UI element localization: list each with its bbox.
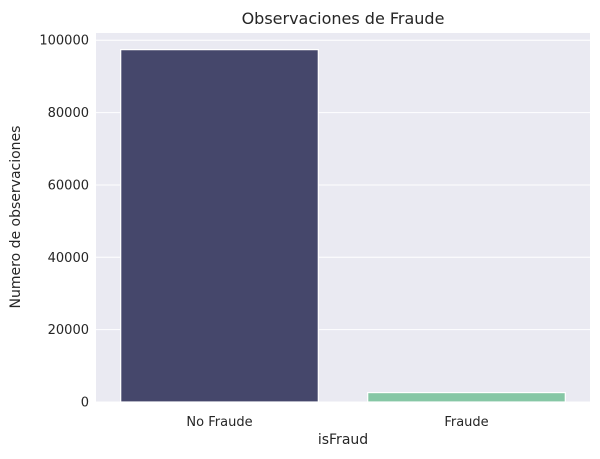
x-axis-label: isFraud	[318, 432, 368, 448]
x-tick-labels: No Fraude Fraude	[186, 415, 488, 430]
bar-no-fraude	[120, 49, 319, 403]
y-tick-label: 20000	[48, 323, 89, 338]
y-axis-label: Numero de observaciones	[8, 126, 24, 309]
x-tick-label: No Fraude	[186, 415, 252, 430]
bar-fraude	[367, 391, 566, 403]
y-tick-label: 100000	[39, 34, 89, 49]
y-tick-label: 0	[81, 396, 89, 411]
bars	[120, 49, 566, 403]
y-tick-label: 60000	[48, 178, 89, 193]
chart-title: Observaciones de Fraude	[242, 9, 445, 28]
y-tick-label: 40000	[48, 251, 89, 266]
y-tick-label: 80000	[48, 106, 89, 121]
x-tick-label: Fraude	[444, 415, 488, 430]
y-tick-labels: 0 20000 40000 60000 80000 100000	[39, 34, 89, 411]
